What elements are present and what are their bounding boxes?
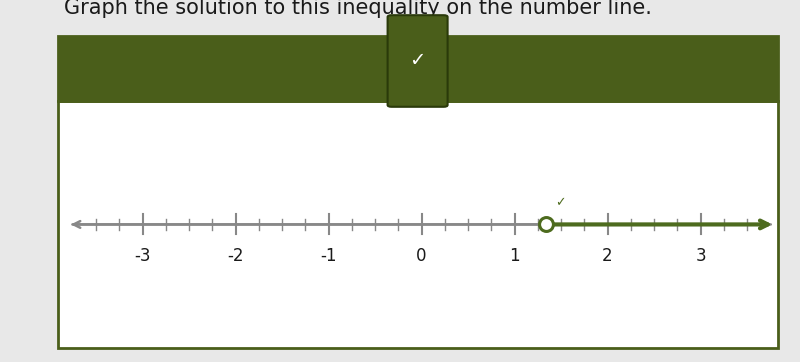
Text: 1: 1 — [510, 247, 520, 265]
Bar — [58, 36, 778, 101]
Text: ✓: ✓ — [554, 196, 566, 209]
Text: Graph the solution to this inequality on the number line.: Graph the solution to this inequality on… — [64, 0, 652, 18]
Text: -2: -2 — [227, 247, 244, 265]
Text: -1: -1 — [320, 247, 337, 265]
Text: 3: 3 — [695, 247, 706, 265]
Bar — [58, 101, 778, 348]
Text: 0: 0 — [416, 247, 427, 265]
FancyBboxPatch shape — [388, 15, 448, 107]
Text: -3: -3 — [134, 247, 151, 265]
Point — [539, 222, 552, 227]
Text: $\mathregular{\frac{5}{8}}z > \mathregular{\frac{5}{6}}$: $\mathregular{\frac{5}{8}}z > \mathregul… — [64, 63, 127, 98]
Text: 2: 2 — [602, 247, 613, 265]
Text: ✓: ✓ — [410, 51, 426, 71]
